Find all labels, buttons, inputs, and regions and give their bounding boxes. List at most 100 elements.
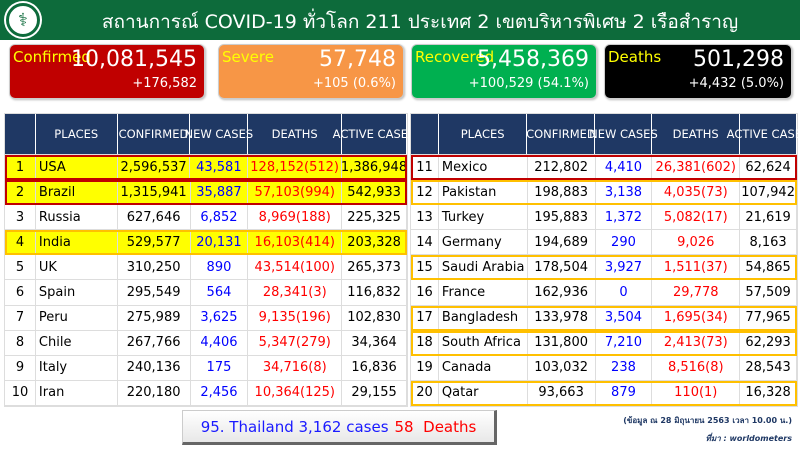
cell-confirmed: 275,989 — [118, 305, 191, 330]
cell-active-cases: 34,364 — [342, 330, 407, 355]
column-header: CONFIRMED — [118, 114, 191, 154]
cell-new-cases: 35,887 — [191, 180, 249, 205]
cell-rank: 7 — [5, 305, 36, 330]
cell-rank: 9 — [5, 355, 36, 380]
column-header: ACTIVE CASES — [333, 114, 415, 154]
cell-deaths: 28,341(3) — [248, 280, 343, 305]
card-value: 5,458,369 — [477, 47, 589, 72]
cell-confirmed: 267,766 — [118, 330, 191, 355]
column-header: DEATHS — [248, 114, 342, 154]
cell-confirmed: 93,663 — [528, 380, 596, 405]
cell-deaths: 5,082(17) — [652, 205, 741, 230]
cell-place: Iran — [36, 380, 118, 405]
cell-active-cases: 107,942 — [740, 180, 798, 205]
cell-deaths: 57,103(994) — [248, 180, 343, 205]
table-row: 12 Pakistan 198,883 3,138 4,035(73) 107,942 — [411, 180, 798, 206]
cell-place: Canada — [439, 355, 528, 380]
cell-active-cases: 62,293 — [740, 330, 798, 355]
cell-active-cases: 265,373 — [342, 255, 407, 280]
cell-active-cases: 116,832 — [342, 280, 407, 305]
cell-active-cases: 54,865 — [740, 255, 798, 280]
cell-active-cases: 62,624 — [740, 155, 798, 180]
cell-rank: 11 — [411, 155, 439, 180]
table-row: 13 Turkey 195,883 1,372 5,082(17) 21,619 — [411, 205, 798, 231]
cell-new-cases: 4,406 — [191, 330, 249, 355]
data-source: ที่มา : worldometers — [705, 434, 792, 443]
table-row: 18 South Africa 131,800 7,210 2,413(73) 62,29… — [411, 330, 798, 356]
cell-confirmed: 2,596,537 — [118, 155, 191, 180]
cell-active-cases: 225,325 — [342, 205, 407, 230]
cell-new-cases: 879 — [596, 380, 653, 405]
cell-rank: 17 — [411, 305, 439, 330]
cell-deaths: 9,026 — [652, 230, 741, 255]
cell-confirmed: 195,883 — [528, 205, 596, 230]
cell-place: Russia — [36, 205, 118, 230]
table-row: 14 Germany 194,689 290 9,026 8,163 — [411, 230, 798, 256]
cell-rank: 8 — [5, 330, 36, 355]
cell-deaths: 34,716(8) — [248, 355, 343, 380]
cell-active-cases: 203,328 — [342, 230, 407, 255]
thailand-deaths: 58 Deaths — [394, 417, 477, 436]
cell-deaths: 43,514(100) — [248, 255, 343, 280]
cell-confirmed: 103,032 — [528, 355, 596, 380]
card-change: +4,432 (5.0%) — [688, 76, 784, 91]
table-row: 1 USA 2,596,537 43,581 128,152(512) 1,386,948 — [5, 155, 407, 181]
card-change: +105 (0.6%) — [312, 76, 396, 91]
column-header: NEW CASES — [589, 114, 658, 154]
cell-confirmed: 131,800 — [528, 330, 596, 355]
cell-confirmed: 627,646 — [118, 205, 191, 230]
cell-deaths: 5,347(279) — [248, 330, 343, 355]
cell-confirmed: 529,577 — [118, 230, 191, 255]
column-header: PLACES — [439, 114, 528, 154]
cell-rank: 15 — [411, 255, 439, 280]
cell-deaths: 4,035(73) — [652, 180, 741, 205]
cell-confirmed: 310,250 — [118, 255, 191, 280]
cell-place: South Africa — [439, 330, 528, 355]
cell-place: Spain — [36, 280, 118, 305]
cell-new-cases: 6,852 — [191, 205, 249, 230]
cell-new-cases: 3,625 — [191, 305, 249, 330]
table-row: 7 Peru 275,989 3,625 9,135(196) 102,830 — [5, 305, 407, 331]
cell-deaths: 110(1) — [652, 380, 741, 405]
cell-deaths: 29,778 — [652, 280, 741, 305]
cell-active-cases: 16,328 — [740, 380, 798, 405]
card-label: Deaths — [608, 48, 662, 66]
table-row: 8 Chile 267,766 4,406 5,347(279) 34,364 — [5, 330, 407, 356]
cell-confirmed: 162,936 — [528, 280, 596, 305]
ministry-logo-icon: ⚕ — [6, 3, 40, 37]
cell-place: USA — [36, 155, 118, 180]
table-row: 20 Qatar 93,663 879 110(1) 16,328 — [411, 380, 798, 406]
cell-place: Bangladesh — [439, 305, 528, 330]
cell-place: Peru — [36, 305, 118, 330]
cell-rank: 13 — [411, 205, 439, 230]
cell-confirmed: 1,315,941 — [118, 180, 191, 205]
cell-new-cases: 7,210 — [596, 330, 653, 355]
column-header: DEATHS — [652, 114, 740, 154]
cell-rank: 6 — [5, 280, 36, 305]
cell-new-cases: 290 — [596, 230, 653, 255]
cell-place: France — [439, 280, 528, 305]
column-header: ACTIVE CASES — [727, 114, 800, 154]
cell-rank: 1 — [5, 155, 36, 180]
cell-place: Brazil — [36, 180, 118, 205]
cell-rank: 2 — [5, 180, 36, 205]
table-header: PLACES CONFIRMED NEW CASES DEATHS ACTIVE CAS… — [5, 114, 415, 155]
cell-new-cases: 0 — [596, 280, 653, 305]
cell-deaths: 8,516(8) — [652, 355, 741, 380]
cell-rank: 16 — [411, 280, 439, 305]
cell-place: Turkey — [439, 205, 528, 230]
cell-confirmed: 295,549 — [118, 280, 191, 305]
cell-new-cases: 3,138 — [596, 180, 653, 205]
table-row: 2 Brazil 1,315,941 35,887 57,103(994) 542,933 — [5, 180, 407, 206]
cell-rank: 5 — [5, 255, 36, 280]
cell-place: Germany — [439, 230, 528, 255]
cell-active-cases: 21,619 — [740, 205, 798, 230]
cell-active-cases: 542,933 — [342, 180, 407, 205]
cell-place: Pakistan — [439, 180, 528, 205]
page-title: สถานการณ์ COVID-19 ทั่วโลก 211 ประเทศ 2 … — [101, 11, 739, 33]
cell-deaths: 8,969(188) — [248, 205, 343, 230]
cell-new-cases: 175 — [191, 355, 249, 380]
card-value: 501,298 — [693, 47, 784, 72]
table-row: 4 India 529,577 20,131 16,103(414) 203,328 — [5, 230, 407, 256]
cell-place: Qatar — [439, 380, 528, 405]
